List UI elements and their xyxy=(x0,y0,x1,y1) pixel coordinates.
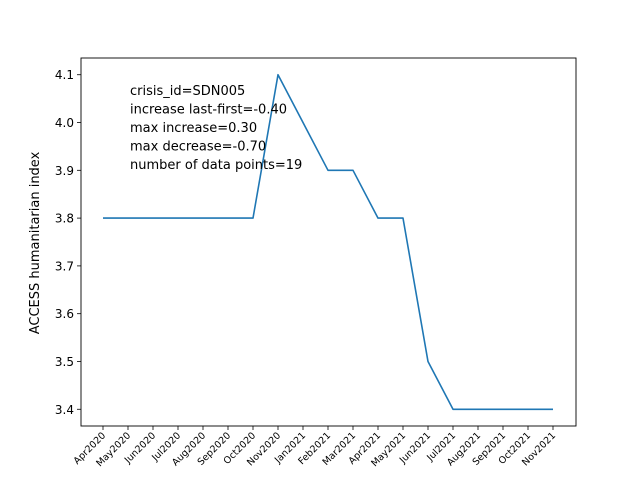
y-tick-label: 3.7 xyxy=(55,259,74,273)
stats-annotation: crisis_id=SDN005 increase last-first=-0.4… xyxy=(130,84,302,173)
y-tick-label: 3.9 xyxy=(55,164,74,178)
series-line xyxy=(103,73,553,411)
y-tick-label: 4.0 xyxy=(55,116,74,130)
annotation-line: max increase=0.30 xyxy=(130,121,257,136)
annotation-line: max decrease=-0.70 xyxy=(130,140,266,155)
y-axis-label: ACCESS humanitarian index xyxy=(28,151,43,334)
annotation-line: number of data points=19 xyxy=(130,158,302,173)
annotation-line: crisis_id=SDN005 xyxy=(130,84,245,99)
y-tick-label: 4.1 xyxy=(55,68,74,82)
axes-frame xyxy=(80,57,577,427)
y-tick-label: 3.4 xyxy=(55,403,74,417)
y-tick-label: 3.6 xyxy=(55,307,74,321)
annotation-line: increase last-first=-0.40 xyxy=(130,103,287,118)
y-tick-label: 3.5 xyxy=(55,355,74,369)
y-tick-label: 3.8 xyxy=(55,212,74,226)
